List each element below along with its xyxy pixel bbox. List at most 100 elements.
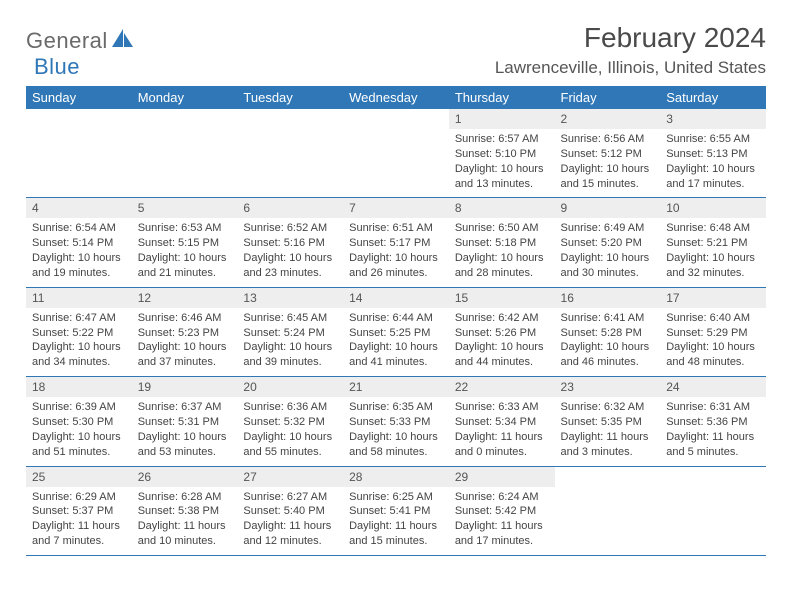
sunset-text: Sunset: 5:32 PM bbox=[243, 416, 324, 428]
day-number-cell: 10 bbox=[660, 198, 766, 219]
sunset-text: Sunset: 5:29 PM bbox=[666, 327, 747, 339]
day-header: Saturday bbox=[660, 86, 766, 109]
day-body-cell: Sunrise: 6:39 AM Sunset: 5:30 PM Daylight:… bbox=[26, 397, 132, 466]
sunrise-text: Sunrise: 6:54 AM bbox=[32, 222, 116, 234]
day-body-cell: Sunrise: 6:46 AMSunset: 5:23 PMDaylight:… bbox=[132, 308, 238, 377]
day-body-cell: Sunrise: 6:53 AMSunset: 5:15 PMDaylight:… bbox=[132, 218, 238, 287]
day-body-cell: Sunrise: 6:47 AM Sunset: 5:22 PM Daylight:… bbox=[26, 308, 132, 377]
daylight-text: Daylight: 10 hours and 51 minutes. bbox=[32, 431, 121, 458]
day-body-cell: Sunrise: 6:33 AMSunset: 5:34 PMDaylight:… bbox=[449, 397, 555, 466]
daylight-text: Daylight: 10 hours and 28 minutes. bbox=[455, 252, 544, 279]
sunrise-text: Sunrise: 6:50 AM bbox=[455, 222, 539, 234]
daylight-text: Daylight: 10 hours and 32 minutes. bbox=[666, 252, 755, 279]
sunrise-text: Sunrise: 6:24 AM bbox=[455, 491, 539, 503]
day-body-cell: Sunrise: 6:51 AMSunset: 5:17 PMDaylight:… bbox=[343, 218, 449, 287]
sunrise-text: Sunrise: 6:42 AM bbox=[455, 312, 539, 324]
sunset-text: Sunset: 5:22 PM bbox=[32, 327, 113, 339]
day-number-cell: 14 bbox=[343, 287, 449, 308]
day-body-cell bbox=[132, 129, 238, 198]
daylight-text: Daylight: 10 hours and 13 minutes. bbox=[455, 163, 544, 190]
sunrise-text: Sunrise: 6:49 AM bbox=[561, 222, 645, 234]
day-number-cell: 11 bbox=[26, 287, 132, 308]
sunrise-text: Sunrise: 6:29 AM bbox=[32, 491, 116, 503]
day-body-cell bbox=[343, 129, 449, 198]
logo: General bbox=[26, 28, 136, 54]
day-number-cell: 21 bbox=[343, 377, 449, 398]
day-number-cell: 28 bbox=[343, 466, 449, 487]
daylight-text: Daylight: 11 hours and 17 minutes. bbox=[455, 520, 543, 547]
sunset-text: Sunset: 5:21 PM bbox=[666, 237, 747, 249]
day-number-cell: 24 bbox=[660, 377, 766, 398]
daylight-text: Daylight: 10 hours and 44 minutes. bbox=[455, 341, 544, 368]
day-body-cell: Sunrise: 6:50 AMSunset: 5:18 PMDaylight:… bbox=[449, 218, 555, 287]
sunrise-text: Sunrise: 6:41 AM bbox=[561, 312, 645, 324]
daylight-text: Daylight: 10 hours and 37 minutes. bbox=[138, 341, 227, 368]
daylight-text: Daylight: 10 hours and 26 minutes. bbox=[349, 252, 438, 279]
sunrise-text: Sunrise: 6:33 AM bbox=[455, 401, 539, 413]
daylight-text: Daylight: 10 hours and 46 minutes. bbox=[561, 341, 650, 368]
day-number-cell: 4 bbox=[26, 198, 132, 219]
day-body-cell bbox=[237, 129, 343, 198]
daylight-text: Daylight: 10 hours and 15 minutes. bbox=[561, 163, 650, 190]
day-header: Monday bbox=[132, 86, 238, 109]
sunset-text: Sunset: 5:12 PM bbox=[561, 148, 642, 160]
day-body-cell: Sunrise: 6:28 AMSunset: 5:38 PMDaylight:… bbox=[132, 487, 238, 556]
sunrise-text: Sunrise: 6:45 AM bbox=[243, 312, 327, 324]
day-number-cell: 6 bbox=[237, 198, 343, 219]
day-number-cell: 25 bbox=[26, 466, 132, 487]
sunrise-text: Sunrise: 6:40 AM bbox=[666, 312, 750, 324]
sunrise-text: Sunrise: 6:39 AM bbox=[32, 401, 116, 413]
day-header: Friday bbox=[555, 86, 661, 109]
day-body-cell: Sunrise: 6:41 AMSunset: 5:28 PMDaylight:… bbox=[555, 308, 661, 377]
day-number-cell: 2 bbox=[555, 109, 661, 129]
day-body-cell bbox=[555, 487, 661, 556]
day-number-cell: 15 bbox=[449, 287, 555, 308]
daylight-text: Daylight: 10 hours and 23 minutes. bbox=[243, 252, 332, 279]
day-body-cell: Sunrise: 6:44 AMSunset: 5:25 PMDaylight:… bbox=[343, 308, 449, 377]
sunrise-text: Sunrise: 6:57 AM bbox=[455, 133, 539, 145]
day-number-cell: 18 bbox=[26, 377, 132, 398]
day-number-cell bbox=[26, 109, 132, 129]
day-body-cell: Sunrise: 6:31 AMSunset: 5:36 PMDaylight:… bbox=[660, 397, 766, 466]
day-body-cell: Sunrise: 6:25 AMSunset: 5:41 PMDaylight:… bbox=[343, 487, 449, 556]
daylight-text: Daylight: 11 hours and 12 minutes. bbox=[243, 520, 331, 547]
day-number-cell: 7 bbox=[343, 198, 449, 219]
sunrise-text: Sunrise: 6:47 AM bbox=[32, 312, 116, 324]
day-number-cell: 20 bbox=[237, 377, 343, 398]
day-body-cell: Sunrise: 6:56 AMSunset: 5:12 PMDaylight:… bbox=[555, 129, 661, 198]
daylight-text: Daylight: 10 hours and 55 minutes. bbox=[243, 431, 332, 458]
sunset-text: Sunset: 5:30 PM bbox=[32, 416, 113, 428]
day-number-cell bbox=[237, 109, 343, 129]
sunrise-text: Sunrise: 6:31 AM bbox=[666, 401, 750, 413]
logo-text-general: General bbox=[26, 28, 108, 54]
day-header: Wednesday bbox=[343, 86, 449, 109]
sunset-text: Sunset: 5:34 PM bbox=[455, 416, 536, 428]
day-number-cell: 27 bbox=[237, 466, 343, 487]
day-body-cell: Sunrise: 6:55 AMSunset: 5:13 PMDaylight:… bbox=[660, 129, 766, 198]
daylight-text: Daylight: 10 hours and 30 minutes. bbox=[561, 252, 650, 279]
logo-text-blue: Blue bbox=[34, 54, 80, 79]
day-number-cell: 1 bbox=[449, 109, 555, 129]
sunset-text: Sunset: 5:23 PM bbox=[138, 327, 219, 339]
daylight-text: Daylight: 10 hours and 34 minutes. bbox=[32, 341, 121, 368]
sunrise-text: Sunrise: 6:32 AM bbox=[561, 401, 645, 413]
day-number-cell bbox=[132, 109, 238, 129]
sunset-text: Sunset: 5:31 PM bbox=[138, 416, 219, 428]
daylight-text: Daylight: 10 hours and 21 minutes. bbox=[138, 252, 227, 279]
page-title: February 2024 bbox=[495, 22, 766, 54]
day-body-cell: Sunrise: 6:27 AMSunset: 5:40 PMDaylight:… bbox=[237, 487, 343, 556]
daylight-text: Daylight: 11 hours and 15 minutes. bbox=[349, 520, 437, 547]
daylight-text: Daylight: 10 hours and 39 minutes. bbox=[243, 341, 332, 368]
day-body-cell: Sunrise: 6:48 AMSunset: 5:21 PMDaylight:… bbox=[660, 218, 766, 287]
day-header: Thursday bbox=[449, 86, 555, 109]
sunset-text: Sunset: 5:16 PM bbox=[243, 237, 324, 249]
sunrise-text: Sunrise: 6:25 AM bbox=[349, 491, 433, 503]
day-number-cell bbox=[660, 466, 766, 487]
sunset-text: Sunset: 5:37 PM bbox=[32, 505, 113, 517]
daylight-text: Daylight: 10 hours and 41 minutes. bbox=[349, 341, 438, 368]
day-body-cell: Sunrise: 6:32 AMSunset: 5:35 PMDaylight:… bbox=[555, 397, 661, 466]
day-body-cell: Sunrise: 6:36 AMSunset: 5:32 PMDaylight:… bbox=[237, 397, 343, 466]
day-number-cell: 13 bbox=[237, 287, 343, 308]
day-body-cell bbox=[660, 487, 766, 556]
sunset-text: Sunset: 5:33 PM bbox=[349, 416, 430, 428]
